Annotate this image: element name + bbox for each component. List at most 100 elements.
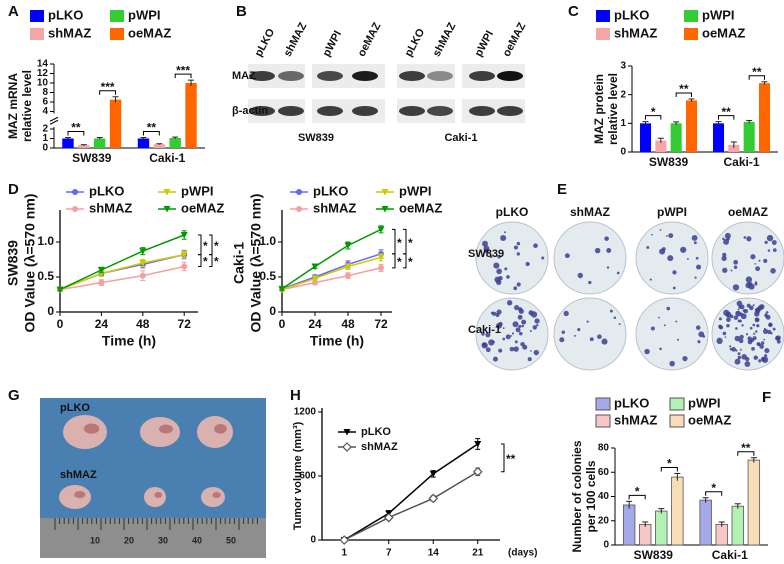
colony xyxy=(765,311,769,314)
data-point xyxy=(97,270,105,277)
colony xyxy=(651,233,653,236)
colony xyxy=(760,341,765,345)
bar xyxy=(715,523,728,546)
significance-label: ** xyxy=(679,82,689,96)
colony xyxy=(594,247,601,254)
colony xyxy=(755,330,758,333)
bar xyxy=(153,144,166,148)
colony xyxy=(750,254,756,260)
y-tick-label: 1.0 xyxy=(37,234,54,248)
bar xyxy=(747,459,761,546)
colony xyxy=(659,347,662,351)
x-tick-label: SW839 xyxy=(72,151,112,165)
blot-cell-label: SW839 xyxy=(298,132,334,144)
tumor xyxy=(197,416,233,448)
colony xyxy=(589,337,594,342)
colony xyxy=(606,266,610,269)
colony xyxy=(672,270,677,275)
y-axis-label: relative level xyxy=(606,73,620,145)
data-point xyxy=(163,206,171,213)
tumor-highlight xyxy=(159,424,173,434)
colony xyxy=(525,261,530,267)
legend-swatch xyxy=(669,414,685,428)
legend-label: pWPI xyxy=(702,7,735,22)
colony xyxy=(672,286,676,290)
bar xyxy=(671,476,684,546)
colony xyxy=(517,314,523,320)
colony xyxy=(732,284,740,291)
data-point xyxy=(163,189,171,196)
panel-letter: E xyxy=(557,181,567,198)
y-axis-label: relative level xyxy=(20,70,34,142)
colony xyxy=(505,334,511,340)
data-point xyxy=(472,466,483,477)
colony xyxy=(771,240,777,245)
blot-band xyxy=(399,106,425,116)
colony xyxy=(533,349,540,356)
colony xyxy=(492,340,495,344)
bar xyxy=(622,504,636,546)
blot-band xyxy=(427,106,453,116)
significance-bracket xyxy=(198,234,202,256)
colony xyxy=(511,332,515,335)
colony xyxy=(776,339,781,344)
bar xyxy=(655,140,667,152)
significance-label: * xyxy=(397,255,402,269)
x-tick-label: 7 xyxy=(386,548,392,559)
colony xyxy=(609,309,613,313)
y-axis-label: MAZ protein xyxy=(592,74,606,144)
colony xyxy=(481,332,485,336)
series-line xyxy=(343,443,479,541)
colony xyxy=(770,268,776,274)
y-tick-label: 1 xyxy=(42,133,48,144)
colony xyxy=(675,320,678,323)
blot-band xyxy=(497,106,523,116)
colony xyxy=(752,323,756,327)
significance-bracket xyxy=(501,443,505,473)
significance-bracket xyxy=(645,115,662,120)
legend-swatch xyxy=(30,28,44,40)
legend-label: shMAZ xyxy=(313,200,356,215)
blot-band xyxy=(317,106,343,116)
bar xyxy=(639,523,652,546)
colony xyxy=(668,233,674,239)
y-axis-label: OD Value (λ=570 nm) xyxy=(248,194,264,333)
colony xyxy=(749,326,753,330)
significance-label: * xyxy=(203,239,208,253)
x-tick-label: 72 xyxy=(178,317,192,331)
colony xyxy=(532,325,537,330)
x-tick-label: 24 xyxy=(308,317,322,331)
colony xyxy=(763,338,766,341)
tumor-highlight xyxy=(154,492,163,498)
colony xyxy=(496,309,502,315)
colony xyxy=(616,271,620,275)
tumor-highlight xyxy=(83,423,100,434)
data-point xyxy=(181,263,188,270)
significance-label: ** xyxy=(147,121,157,135)
colony xyxy=(759,344,764,349)
colony xyxy=(644,348,650,355)
colony xyxy=(659,229,662,231)
y-tick-label: 2 xyxy=(620,89,626,100)
x-tick-label: 48 xyxy=(341,317,355,331)
legend-swatch xyxy=(110,10,124,22)
colony xyxy=(718,317,722,321)
data-point xyxy=(180,251,188,259)
series-line xyxy=(281,228,382,290)
blot-lane-label: pLKO xyxy=(403,26,428,58)
y-axis-label: Tumor volume (mm³) xyxy=(292,421,304,530)
x-tick-label: SW839 xyxy=(634,548,674,562)
colony xyxy=(758,359,762,363)
data-point xyxy=(180,232,188,239)
significance-bracket xyxy=(67,131,85,136)
y-tick-label: 80 xyxy=(598,443,610,454)
legend-swatch xyxy=(595,414,611,428)
significance-bracket xyxy=(705,491,723,496)
colony xyxy=(693,241,697,245)
colony-plate xyxy=(475,297,549,371)
tumor xyxy=(59,485,91,509)
tumor-row-label: pLKO xyxy=(60,402,90,414)
colony xyxy=(764,354,768,358)
significance-bracket xyxy=(198,254,202,267)
panel-letter: B xyxy=(236,3,247,20)
